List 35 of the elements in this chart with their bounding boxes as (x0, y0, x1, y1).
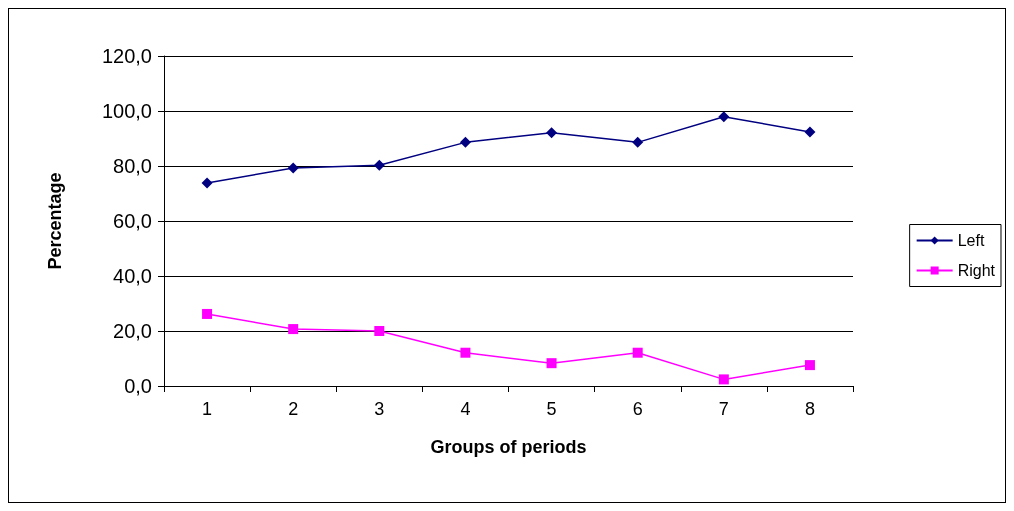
point (201, 177, 213, 189)
y-tick-label: 40,0 (113, 265, 152, 287)
y-tick-label: 120,0 (101, 45, 152, 67)
point (373, 159, 385, 171)
x-tick-label: 4 (460, 399, 471, 419)
y-tick-label: 80,0 (113, 155, 152, 177)
x-tick-label: 3 (374, 399, 385, 419)
x-tick-label: 1 (202, 399, 213, 419)
point (459, 136, 471, 148)
point (202, 308, 213, 319)
point (546, 127, 558, 139)
y-tick-label: 0,0 (124, 375, 152, 397)
point (718, 374, 729, 385)
point (546, 358, 557, 369)
legend-label: Right (957, 262, 996, 279)
x-tick-label: 2 (288, 399, 299, 419)
point (374, 326, 385, 336)
point (632, 347, 643, 358)
point (804, 360, 815, 371)
point (460, 347, 471, 358)
y-axis-title: Percentage (45, 172, 65, 270)
point (632, 136, 644, 148)
point (288, 324, 299, 335)
point (287, 162, 299, 174)
x-tick-label: 7 (718, 399, 729, 419)
x-axis-title: Groups of periods (430, 437, 587, 457)
x-tick-label: 8 (804, 399, 815, 419)
y-tick-label: 20,0 (113, 320, 152, 342)
x-tick-label: 5 (546, 399, 557, 419)
point (718, 111, 730, 123)
y-tick-label: 100,0 (101, 100, 152, 122)
y-tick-label: 60,0 (113, 210, 152, 232)
point (804, 126, 816, 138)
legend-label: Left (957, 232, 985, 249)
x-tick-label: 6 (632, 399, 643, 419)
